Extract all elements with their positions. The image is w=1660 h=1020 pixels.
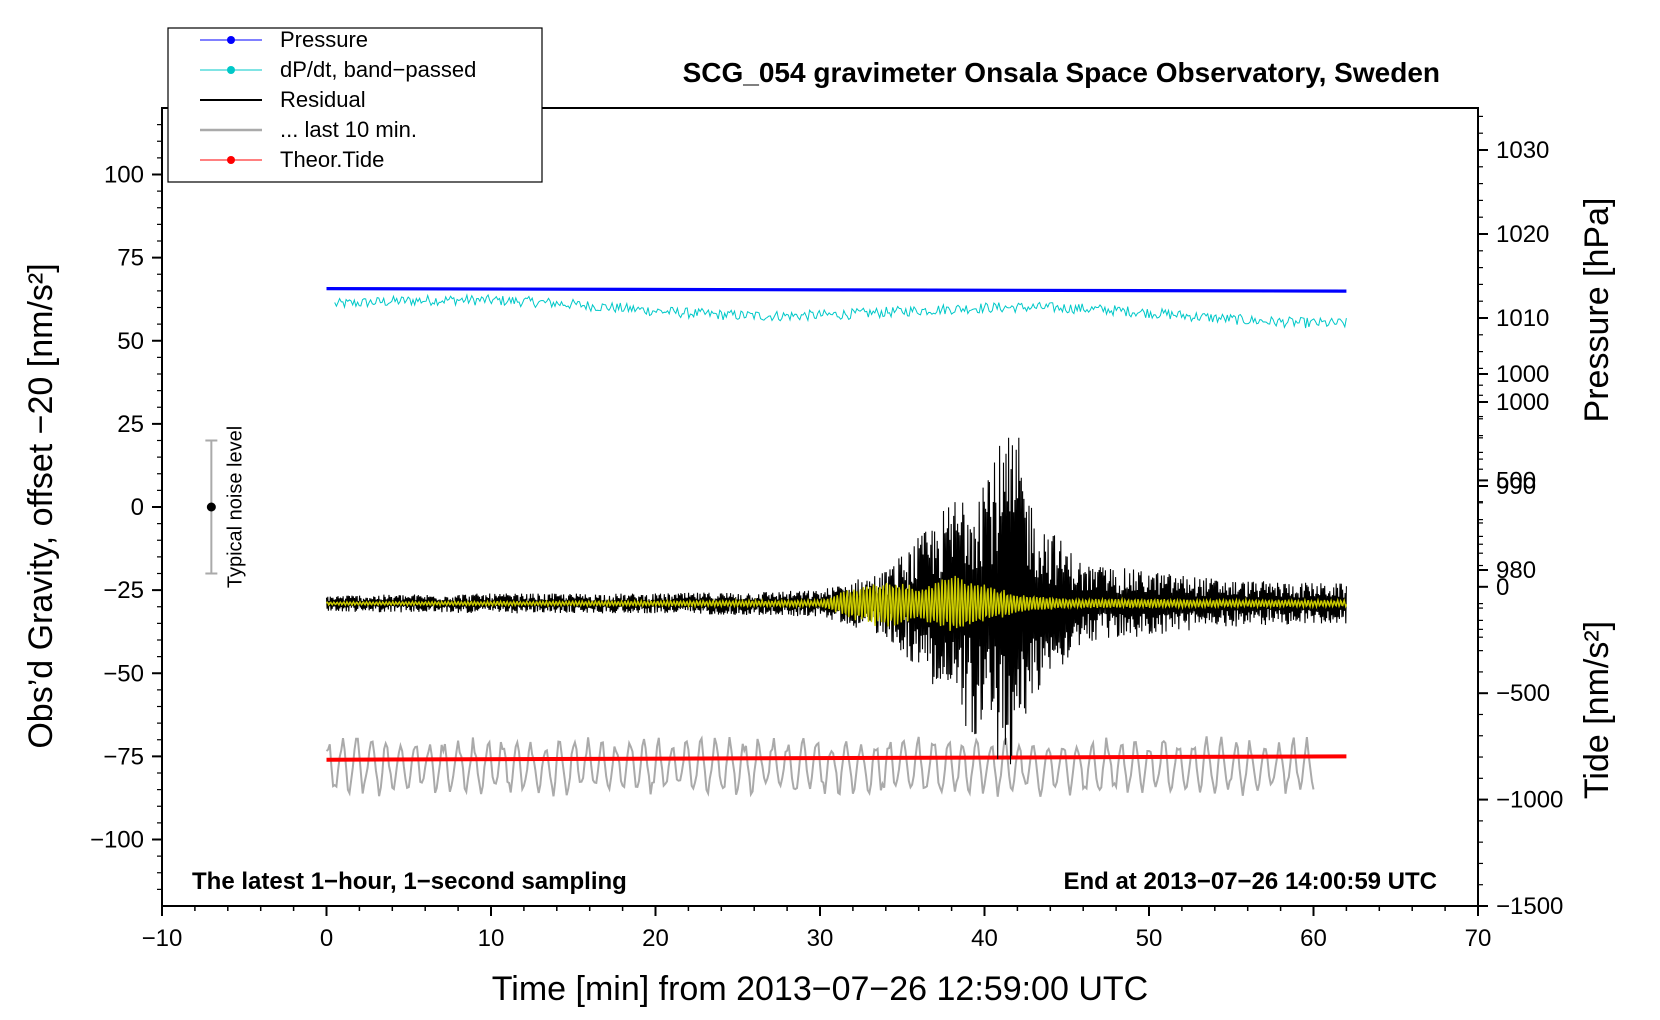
series-layer: [325, 287, 1348, 798]
y-tick-label: 75: [117, 245, 144, 272]
series-dpdt: [334, 293, 1347, 329]
legend-label-last10: ... last 10 min.: [280, 117, 417, 142]
annotation-end-time: End at 2013−07−26 14:00:59 UTC: [1063, 868, 1437, 895]
legend-entry-last10: ... last 10 min.: [200, 117, 417, 142]
annotation-sampling: The latest 1−hour, 1−second sampling: [192, 868, 627, 895]
tide-tick-label: −1500: [1496, 893, 1563, 920]
tide-tick-label: 500: [1496, 467, 1536, 494]
y-tick-label: −25: [103, 577, 144, 604]
y-tick-label: −100: [90, 827, 144, 854]
pressure-tick-label: 980: [1496, 557, 1536, 584]
legend-marker-dpdt: [227, 66, 235, 74]
legend-entry-pressure: Pressure: [200, 27, 368, 52]
series-theor-tide: [326, 754, 1347, 762]
legend-label-tide: Theor.Tide: [280, 147, 384, 172]
tide-tick-label: 0: [1496, 574, 1509, 601]
noise-point: [206, 502, 216, 512]
legend-label-dpdt: dP/dt, band−passed: [280, 57, 476, 82]
pressure-tick-label: 1030: [1496, 137, 1549, 164]
x-tick-label: 50: [1136, 925, 1163, 952]
tide-tick-label: −1000: [1496, 787, 1563, 814]
axes-layer: −10 0 10 20 30 40 50 60 70−100−75−50−25025507510…: [90, 115, 1563, 952]
chart-title: SCG_054 gravimeter Onsala Space Observat…: [683, 57, 1440, 88]
x-tick-label: 60: [1300, 925, 1327, 952]
y-tick-label: 50: [117, 328, 144, 355]
tide-tick-label: 1000: [1496, 361, 1549, 388]
x-tick-label: 0: [320, 925, 333, 952]
y-axis-title-tide: Tide [nm/s²]: [1578, 621, 1616, 799]
legend: Pressure dP/dt, band−passed Residual ...…: [167, 27, 543, 183]
x-tick-label: −10: [142, 925, 183, 952]
legend-marker-tide: [227, 156, 235, 164]
legend-label-residual: Residual: [280, 87, 366, 112]
y-tick-label: −75: [103, 743, 144, 770]
x-tick-label: 10: [478, 925, 505, 952]
series-residual-filtered: [325, 575, 1348, 631]
legend-marker-pressure: [227, 36, 235, 44]
pressure-tick-label: 990: [1496, 473, 1536, 500]
x-tick-label: 70: [1465, 925, 1492, 952]
tide-tick-label: −500: [1496, 680, 1550, 707]
y-tick-label: 100: [104, 162, 144, 189]
x-tick-label: 30: [807, 925, 834, 952]
pressure-tick-label: 1020: [1496, 221, 1549, 248]
y-axis-title-left: Obs’d Gravity, offset −20 [nm/s²]: [22, 263, 60, 748]
legend-label-pressure: Pressure: [280, 27, 368, 52]
legend-entry-residual: Residual: [200, 87, 366, 112]
pressure-tick-label: 1010: [1496, 305, 1549, 332]
y-tick-label: −50: [103, 660, 144, 687]
y-axis-title-pressure: Pressure [hPa]: [1578, 198, 1616, 423]
y-tick-label: 0: [131, 494, 144, 521]
noise-label: Typical noise level: [224, 426, 246, 588]
pressure-tick-label: 1000: [1496, 389, 1549, 416]
legend-entry-tide: Theor.Tide: [200, 147, 384, 172]
noise-marker: Typical noise level: [205, 426, 246, 588]
x-tick-label: 20: [642, 925, 669, 952]
plot-frame: [161, 107, 1479, 907]
x-axis-title: Time [min] from 2013−07−26 12:59:00 UTC: [492, 970, 1148, 1008]
x-tick-label: 40: [971, 925, 998, 952]
legend-entry-dpdt: dP/dt, band−passed: [200, 57, 476, 82]
y-tick-label: 25: [117, 411, 144, 438]
series-pressure: [326, 287, 1347, 293]
